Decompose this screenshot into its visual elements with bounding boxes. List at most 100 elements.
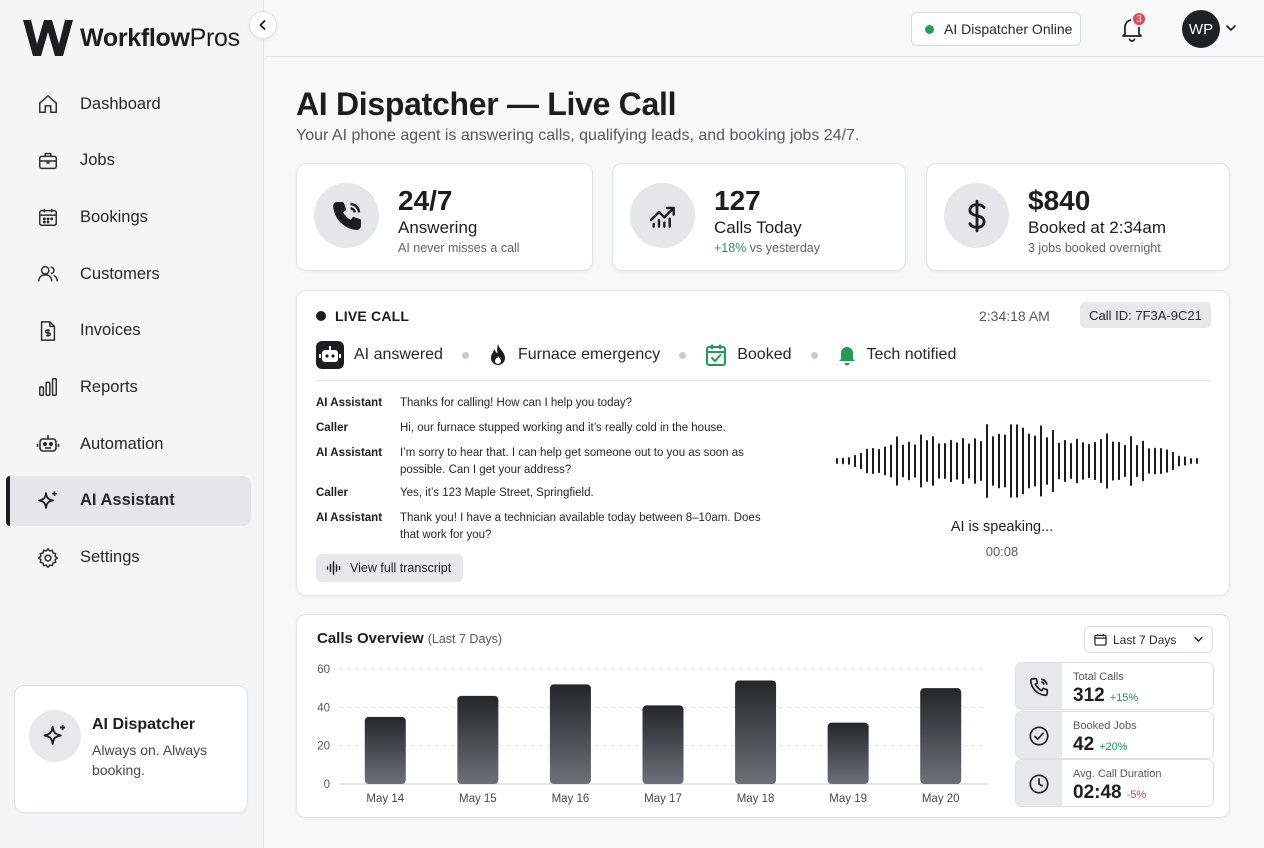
sidebar-item-automation[interactable]: Automation bbox=[6, 419, 251, 469]
transcript-text: Hi, our furnace stupped working and it’s… bbox=[400, 422, 726, 434]
calendar-icon bbox=[36, 205, 60, 229]
stat-card-answering: 24/7 Answering AI never misses a call bbox=[296, 163, 593, 271]
live-call-card: LIVE CALL 2:34:18 AM Call ID: 7F3A-9C21 … bbox=[296, 290, 1230, 596]
sparkle-icon bbox=[36, 489, 60, 513]
sidebar-item-label: Invoices bbox=[80, 321, 141, 340]
dollar-icon bbox=[944, 183, 1009, 248]
user-avatar[interactable]: WP bbox=[1182, 10, 1220, 48]
transcript-line: Caller Yes, it’s 123 Maple Street, Spring… bbox=[316, 485, 780, 502]
transcript-text: Yes, it’s 123 Maple Street, Springfield. bbox=[400, 487, 594, 499]
stat-note: AI never misses a call bbox=[398, 241, 520, 255]
speaking-timer: 00:08 bbox=[985, 544, 1019, 559]
live-indicator-dot bbox=[316, 311, 326, 321]
home-icon bbox=[36, 92, 60, 116]
sidebar-item-settings[interactable]: Settings bbox=[6, 533, 251, 583]
collapse-sidebar-button[interactable] bbox=[249, 11, 277, 39]
view-transcript-button[interactable]: View full transcript bbox=[316, 554, 463, 582]
kpi-value: 42 +20% bbox=[1073, 734, 1128, 756]
sidebar-item-label: Automation bbox=[80, 434, 164, 453]
kpi-avg-call-duration: Avg. Call Duration 02:48 -5% bbox=[1015, 759, 1214, 807]
sidebar-item-jobs[interactable]: Jobs bbox=[6, 136, 251, 186]
chevron-left-icon bbox=[259, 20, 266, 30]
sidebar-item-bookings[interactable]: Bookings bbox=[6, 192, 251, 242]
call-id-badge[interactable]: Call ID: 7F3A-9C21 bbox=[1080, 302, 1211, 328]
kpi-value: 02:48 -5% bbox=[1073, 782, 1146, 804]
users-icon bbox=[36, 262, 60, 286]
sidebar-item-label: Jobs bbox=[80, 151, 115, 170]
x-tick-label: May 19 bbox=[829, 793, 867, 805]
kpi-label: Booked Jobs bbox=[1073, 720, 1137, 732]
dispatcher-status-label: AI Dispatcher Online bbox=[944, 21, 1073, 37]
bar-may-15[interactable] bbox=[457, 695, 499, 784]
step-tech-notified: Tech notified bbox=[837, 344, 956, 366]
phone-icon bbox=[314, 183, 379, 248]
transcript-line: AI Assistant Thank you! I have a technici… bbox=[316, 510, 780, 544]
bar-may-16[interactable] bbox=[549, 684, 591, 784]
y-tick-label: 0 bbox=[324, 779, 330, 791]
sidebar-item-reports[interactable]: Reports bbox=[6, 362, 251, 412]
stat-value: $840 bbox=[1028, 185, 1091, 216]
transcript-speaker: Caller bbox=[316, 487, 348, 499]
stat-label: Calls Today bbox=[714, 218, 802, 237]
sidebar-item-dashboard[interactable]: Dashboard bbox=[6, 79, 251, 129]
step-furnace-emergency: Furnace emergency bbox=[488, 343, 660, 367]
bar-may-20[interactable] bbox=[920, 688, 962, 784]
top-bar: AI Dispatcher Online 3 WP bbox=[265, 0, 1264, 57]
x-tick-label: May 17 bbox=[644, 793, 682, 805]
stat-note-change: +18% bbox=[714, 241, 747, 255]
chart-title-text: Calls Overview bbox=[317, 630, 424, 647]
sidebar-item-invoices[interactable]: Invoices bbox=[6, 306, 251, 356]
dispatcher-status-pill[interactable]: AI Dispatcher Online bbox=[911, 12, 1081, 46]
transcript-text: Thank you! I have a technician available… bbox=[400, 512, 761, 541]
flame-icon bbox=[488, 343, 508, 367]
sidebar-item-label: Dashboard bbox=[80, 94, 161, 113]
step-booked: Booked bbox=[705, 343, 792, 367]
bar-chart-icon bbox=[36, 375, 60, 399]
check-circle-icon bbox=[1016, 712, 1062, 758]
step-ai-answered: AI answered bbox=[316, 341, 443, 369]
logo-mark-icon bbox=[23, 20, 73, 56]
briefcase-icon bbox=[36, 149, 60, 173]
calendar-icon bbox=[1094, 633, 1107, 646]
live-call-heading: LIVE CALL bbox=[316, 308, 409, 324]
app-logo[interactable]: WorkflowPros bbox=[22, 18, 240, 58]
x-tick-label: May 16 bbox=[552, 793, 590, 805]
transcript-speaker: AI Assistant bbox=[316, 447, 383, 459]
calls-bar-chart: 0 20 40 60 May 14 May 15 May 16 May 17 May 18 May… bbox=[317, 664, 987, 805]
ai-dispatcher-promo-card[interactable]: AI Dispatcher Always on. Always booking. bbox=[14, 685, 248, 813]
transcript-line: AI Assistant Thanks for calling! How can … bbox=[316, 395, 780, 412]
sidebar-item-customers[interactable]: Customers bbox=[6, 249, 251, 299]
page-subtitle: Your AI phone agent is answering calls, … bbox=[296, 127, 860, 144]
stat-note: 3 jobs booked overnight bbox=[1028, 241, 1161, 255]
date-range-select[interactable]: Last 7 Days bbox=[1084, 626, 1213, 653]
transcript-line: AI Assistant I’m sorry to hear that. I ca… bbox=[316, 445, 780, 479]
online-status-dot bbox=[925, 24, 934, 34]
speaking-status: AI is speaking... bbox=[950, 519, 1054, 535]
chevron-down-icon[interactable] bbox=[1225, 23, 1237, 33]
kpi-label: Avg. Call Duration bbox=[1073, 768, 1162, 780]
bar-may-18[interactable] bbox=[735, 680, 777, 785]
phone-icon bbox=[1016, 663, 1062, 709]
bar-may-19[interactable] bbox=[827, 722, 869, 784]
stat-card-booked: $840 Booked at 2:34am 3 jobs booked over… bbox=[926, 163, 1230, 271]
kpi-booked-jobs: Booked Jobs 42 +20% bbox=[1015, 711, 1214, 759]
kpi-delta: -5% bbox=[1126, 789, 1147, 801]
transcript-text: I’m sorry to hear that. I can help get s… bbox=[400, 447, 744, 476]
call-progress-steps: AI answered Furnace emergency Booked Tec… bbox=[316, 341, 956, 369]
stat-label: Answering bbox=[398, 218, 478, 237]
stat-label: Booked at 2:34am bbox=[1028, 218, 1166, 237]
sidebar-item-label: Customers bbox=[80, 264, 160, 283]
bar-may-17[interactable] bbox=[642, 705, 684, 784]
promo-subtitle: Always on. Always booking. bbox=[92, 742, 208, 778]
kpi-delta: +20% bbox=[1099, 741, 1128, 753]
app-name-bold: Workflow bbox=[80, 23, 190, 52]
stat-note: +18% vs yesterday bbox=[714, 241, 820, 255]
sidebar: WorkflowPros Dashboard Jobs Bookings Cus… bbox=[0, 0, 264, 848]
x-tick-label: May 15 bbox=[459, 793, 497, 805]
app-name-thin: Pros bbox=[189, 23, 241, 52]
bar-may-14[interactable] bbox=[364, 716, 406, 784]
sidebar-nav: Dashboard Jobs Bookings Customers Invoic… bbox=[6, 79, 251, 589]
sidebar-item-label: AI Assistant bbox=[80, 491, 175, 510]
sidebar-item-ai-assistant[interactable]: AI Assistant bbox=[6, 475, 251, 526]
kpi-delta: +15% bbox=[1109, 692, 1139, 704]
